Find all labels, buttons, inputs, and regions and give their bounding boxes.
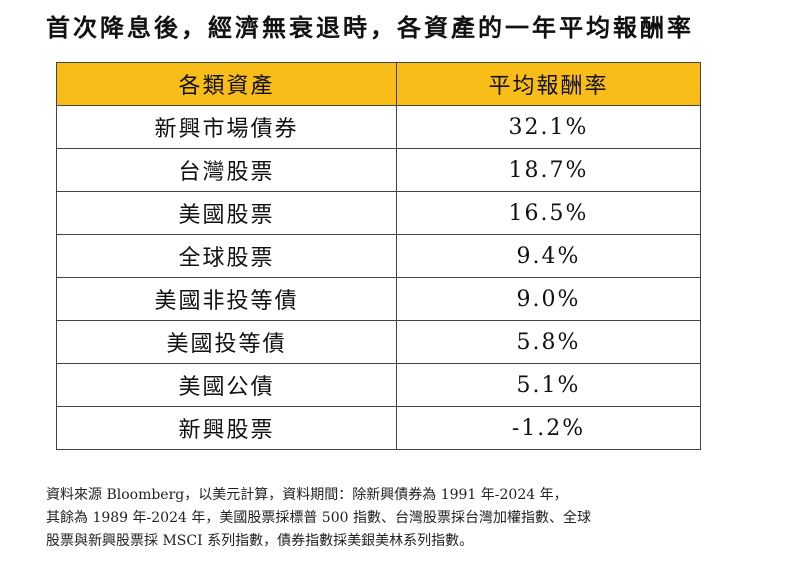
average-return: -1.2% [396,406,701,450]
footnote-line: 資料來源 Bloomberg，以美元計算，資料期間：除新興債券為 1991 年-… [46,487,568,503]
average-return: 9.4% [396,234,701,278]
asset-name: 美國公債 [56,363,397,407]
table-row: 台灣股票 18.7% [56,148,701,192]
source-footnote: 資料來源 Bloomberg，以美元計算，資料期間：除新興債券為 1991 年-… [46,484,766,553]
table-row: 新興市場債券 32.1% [56,105,701,149]
header-asset-class: 各類資產 [56,62,397,106]
table-row: 美國非投等債 9.0% [56,277,701,321]
footnote-line: 股票與新興股票採 MSCI 系列指數，債券指數採美銀美林系列指數。 [46,533,474,549]
asset-name: 美國股票 [56,191,397,235]
average-return: 5.1% [396,363,701,407]
table-header-row: 各類資產 平均報酬率 [56,62,701,106]
average-return: 5.8% [396,320,701,364]
table-row: 美國投等債 5.8% [56,320,701,364]
asset-name: 全球股票 [56,234,397,278]
table-row: 新興股票 -1.2% [56,406,701,450]
average-return: 32.1% [396,105,701,149]
page-title: 首次降息後，經濟無衰退時，各資產的一年平均報酬率 [46,13,694,42]
average-return: 16.5% [396,191,701,235]
asset-name: 新興股票 [56,406,397,450]
average-return: 18.7% [396,148,701,192]
table-row: 全球股票 9.4% [56,234,701,278]
average-return: 9.0% [396,277,701,321]
header-average-return: 平均報酬率 [396,62,701,106]
asset-name: 美國投等債 [56,320,397,364]
asset-name: 台灣股票 [56,148,397,192]
returns-table: 各類資產 平均報酬率 新興市場債券 32.1% 台灣股票 18.7% 美國股票 … [56,62,701,450]
table-row: 美國股票 16.5% [56,191,701,235]
footnote-line: 其餘為 1989 年-2024 年，美國股票採標普 500 指數、台灣股票採台灣… [46,510,591,526]
asset-name: 美國非投等債 [56,277,397,321]
table-row: 美國公債 5.1% [56,363,701,407]
asset-name: 新興市場債券 [56,105,397,149]
